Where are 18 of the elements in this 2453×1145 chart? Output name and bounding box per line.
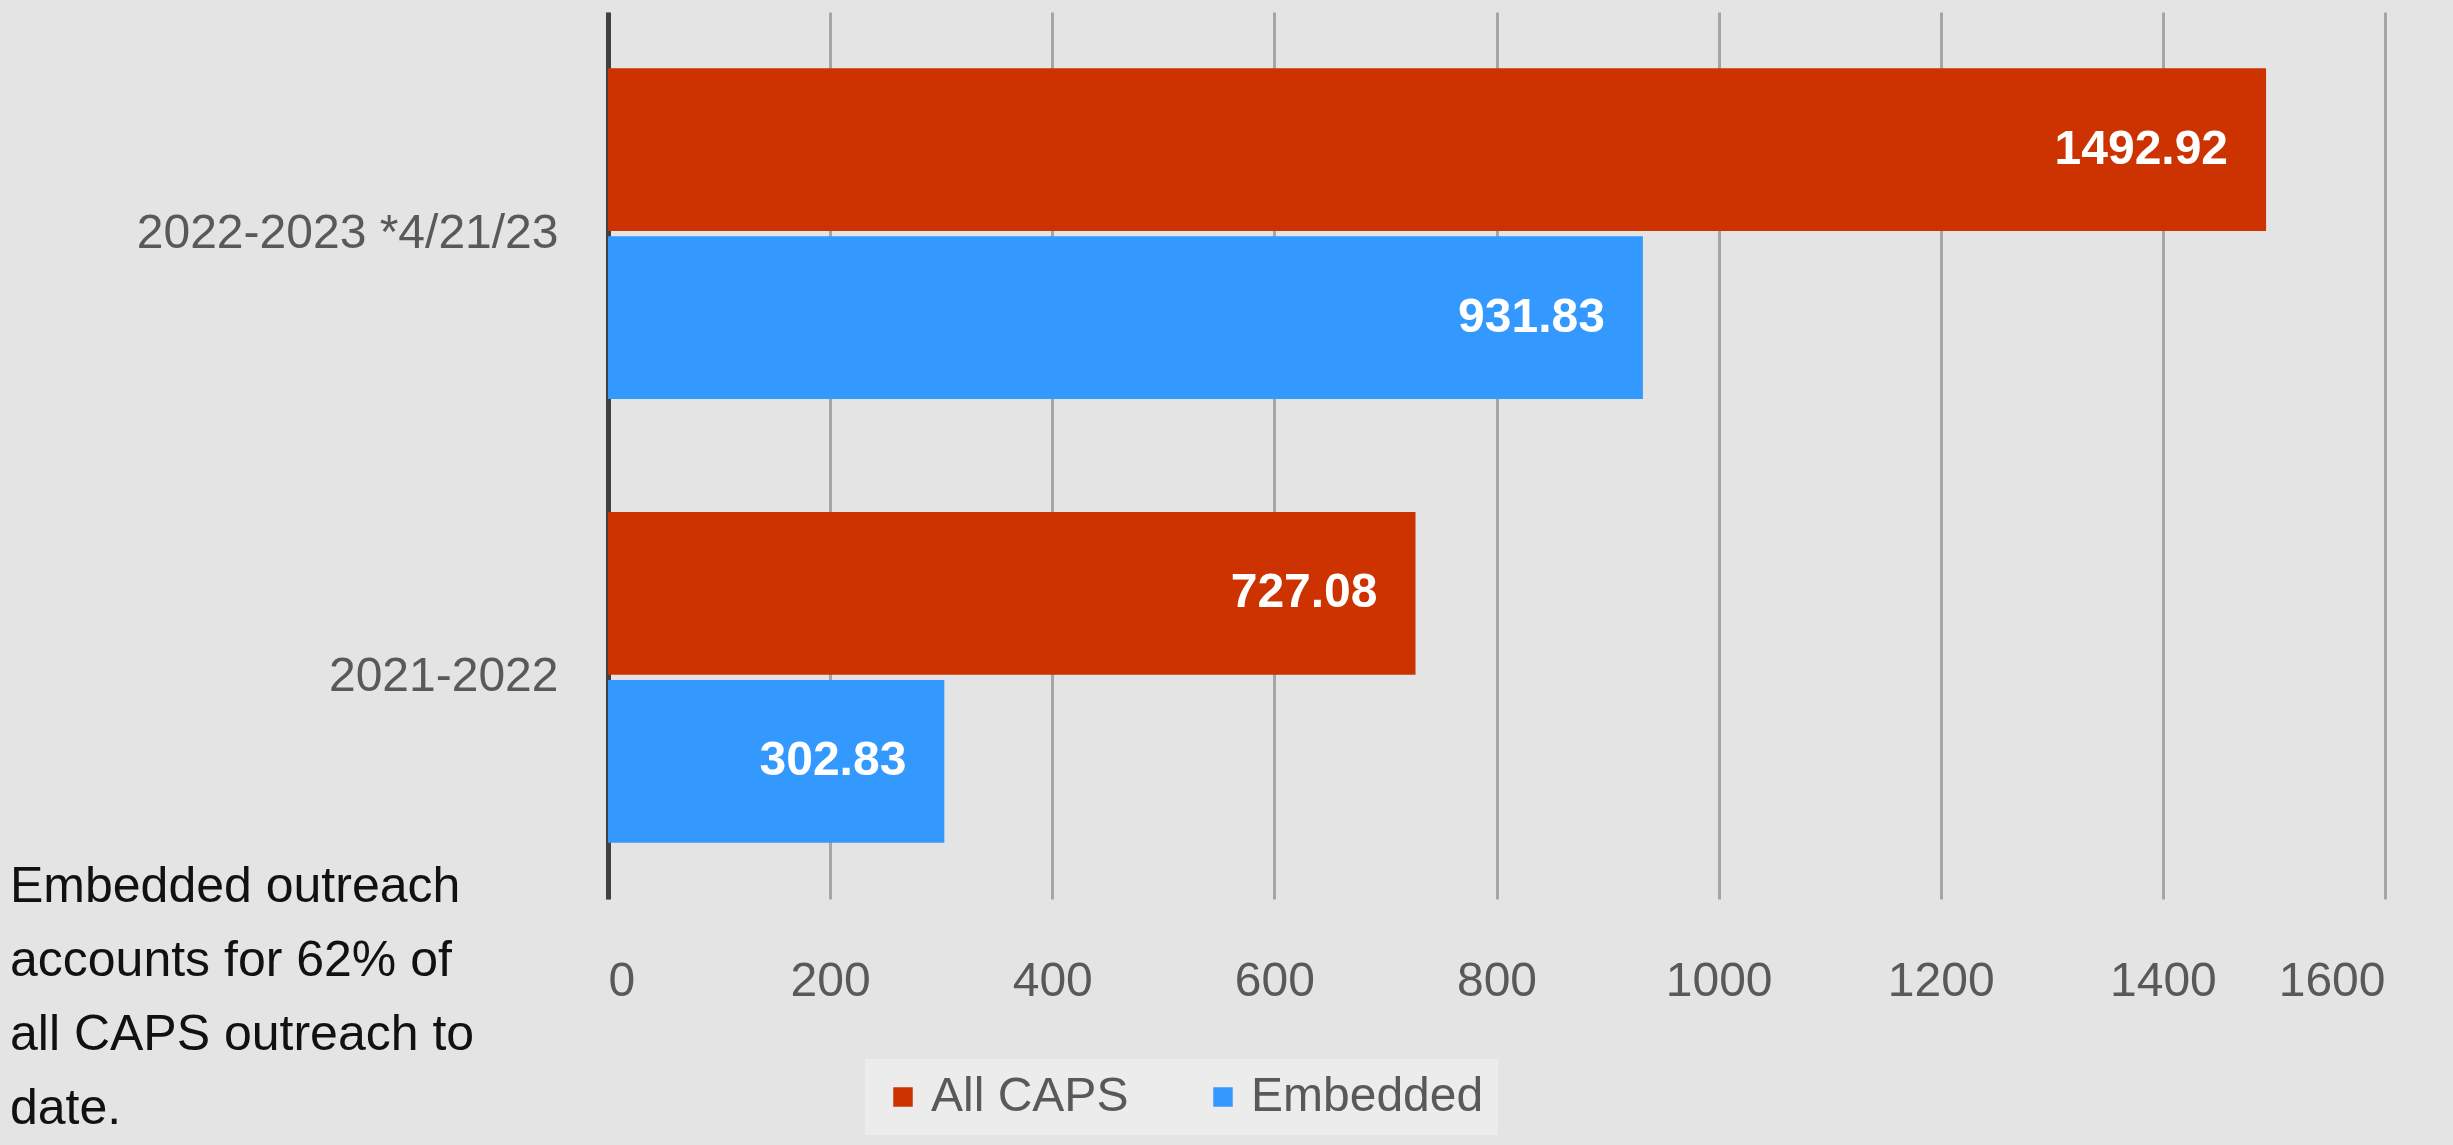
x-tick-label: 800 bbox=[1456, 952, 1538, 1006]
x-tick-label: 1400 bbox=[2109, 952, 2217, 1006]
x-tick-label: 1600 bbox=[2278, 952, 2386, 1006]
legend-label: Embedded bbox=[1251, 1068, 1484, 1121]
x-tick-label: 600 bbox=[1234, 952, 1315, 1006]
x-tick-label: 400 bbox=[1012, 952, 1093, 1006]
y-tick-label: 2022-2023 *4/21/23 bbox=[136, 204, 559, 258]
data-label: 302.83 bbox=[759, 732, 907, 786]
legend-label: All CAPS bbox=[931, 1068, 1129, 1121]
data-label: 727.08 bbox=[1230, 564, 1378, 618]
data-label: 931.83 bbox=[1458, 288, 1605, 342]
data-label: 1492.92 bbox=[2054, 120, 2229, 174]
x-tick-label: 1200 bbox=[1887, 952, 1995, 1006]
y-tick-label: 2021-2022 bbox=[328, 648, 559, 702]
x-tick-label: 0 bbox=[608, 952, 636, 1006]
x-tick-label: 200 bbox=[790, 952, 871, 1006]
x-tick-label: 1000 bbox=[1665, 952, 1773, 1006]
text: Embedded outreach accounts for 62% of all CAPS outreach to date. bbox=[10, 857, 475, 1135]
